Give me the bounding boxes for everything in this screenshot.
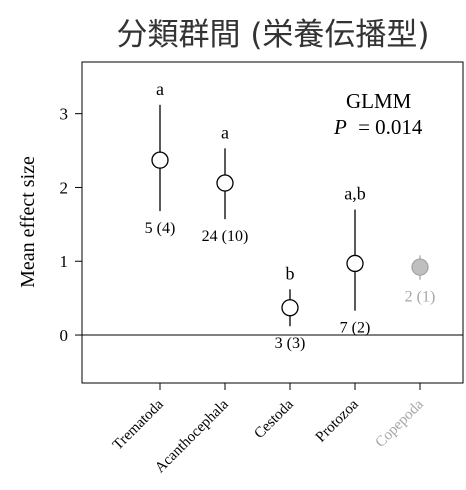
mean-point (346, 254, 364, 273)
x-tick-label: Trematoda (110, 396, 167, 453)
x-tick-label: Copepoda (373, 396, 428, 451)
x-tick-label: Cestoda (251, 396, 297, 442)
group-letter: a,b (344, 184, 366, 204)
group-letter: a (221, 122, 229, 142)
y-axis: 0 1 2 3 (60, 105, 82, 345)
y-tick-label: 3 (60, 105, 69, 124)
mean-point (151, 151, 169, 169)
sample-size-label: 24 (10) (202, 228, 249, 245)
sample-size-label: 5 (4) (145, 220, 176, 237)
model-label: GLMM (346, 89, 412, 113)
p-label: P (333, 115, 347, 139)
group-letter: a (156, 79, 164, 99)
sample-size-label: 3 (3) (275, 335, 306, 352)
sample-size-label: 7 (2) (340, 320, 371, 337)
mean-point (216, 174, 234, 192)
group-letter: b (286, 263, 295, 283)
x-tick-label: Protozoa (313, 396, 362, 445)
p-value: = 0.014 (358, 115, 423, 139)
mean-point (281, 299, 299, 317)
plot-frame (81, 61, 464, 384)
p-value-annotation: P = 0.014 (333, 115, 423, 139)
sample-size-label: 2 (1) (405, 289, 436, 306)
y-tick-label: 0 (60, 326, 69, 345)
y-tick-label: 2 (60, 178, 69, 197)
y-tick-label: 1 (60, 252, 69, 271)
data-series: a 5 (4) a 24 (10) b 3 (3) a,b 7 (2) 2 (1) (145, 79, 436, 352)
chart-title: 分類群間 (栄養伝播型) (116, 17, 429, 53)
y-axis-label: Mean effect size (17, 156, 39, 288)
mean-point (411, 258, 429, 276)
